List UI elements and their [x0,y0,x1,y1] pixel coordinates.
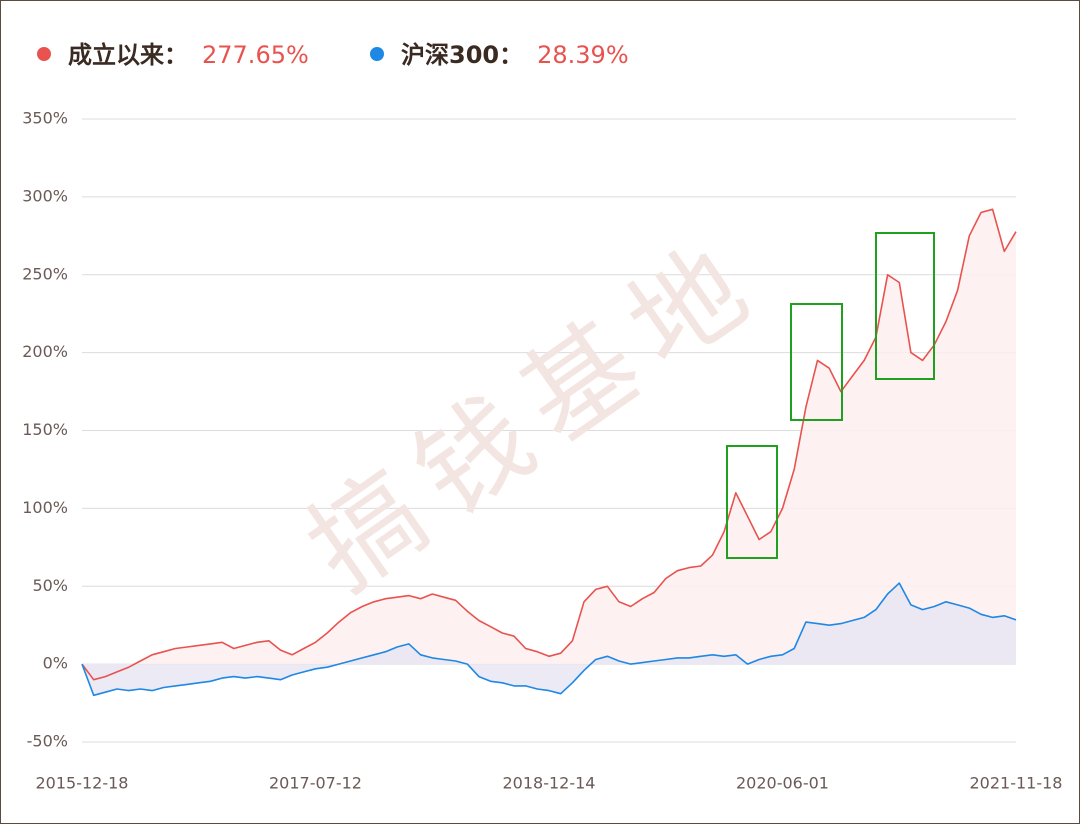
line [81,208,1017,681]
y-tick-label: 150% [22,420,68,439]
highlight-box [726,445,778,559]
plot-back: -50% 0% 50% 100% 150% 200% 250% 300% 350% 2015-12… [22,109,1062,793]
y-tick-label: 0% [43,654,68,673]
highlight-box [790,303,843,421]
y-tick-label: 200% [22,342,68,361]
x-tick-label: 2020-06-01 [736,774,829,793]
legend-item: 成立以来： 277.65% [37,41,309,69]
plot-front [81,208,1017,697]
y-tick-label: 350% [22,109,68,128]
area [82,583,1016,696]
x-tick-label: 2017-07-12 [269,774,362,793]
x-tick-label: 2018-12-14 [503,774,596,793]
y-tick-label: -50% [27,732,68,751]
y-tick-label: 100% [22,498,68,517]
line [81,582,1017,697]
legend-dot [37,47,51,61]
legend-label: 成立以来： [68,41,188,69]
y-tick-label: 300% [22,186,68,205]
highlight-box [875,232,935,380]
legend-label: 沪深300： [401,41,523,69]
legend-value: 277.65% [202,41,309,69]
y-tick-label: 50% [32,576,68,595]
legend-dot [370,47,384,61]
legend-value: 28.39% [537,41,629,69]
area [82,209,1016,680]
x-tick-label: 2015-12-18 [36,774,129,793]
legend-item: 沪深300： 28.39% [370,41,629,69]
x-tick-label: 2021-11-18 [970,774,1063,793]
y-tick-label: 250% [22,264,68,283]
